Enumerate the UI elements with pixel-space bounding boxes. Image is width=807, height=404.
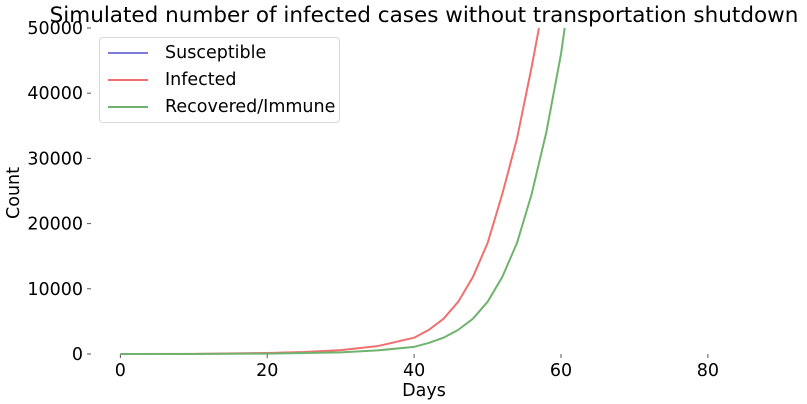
legend-item-susceptible: Susceptible (108, 40, 266, 66)
legend-item-infected: Infected (108, 67, 237, 93)
x-tick-label: 60 (550, 361, 572, 381)
legend-label-recovered: Recovered/Immune (165, 97, 336, 117)
legend-item-recovered: Recovered/Immune (108, 94, 335, 120)
x-axis-ticks: 0 20 40 60 80 (115, 354, 719, 381)
legend-swatch-recovered (108, 106, 148, 108)
x-tick-label: 20 (256, 361, 278, 381)
legend-swatch-susceptible (108, 52, 148, 54)
y-axis-label: Count (4, 167, 24, 219)
y-tick-label: 20000 (27, 215, 83, 235)
legend-label-susceptible: Susceptible (165, 43, 267, 63)
y-tick-label: 30000 (27, 149, 83, 169)
legend-label-infected: Infected (165, 70, 237, 90)
x-tick-label: 0 (115, 361, 126, 381)
chart-title: Simulated number of infected cases witho… (50, 3, 799, 28)
y-tick-label: 10000 (27, 280, 83, 300)
y-tick-label: 0 (72, 345, 83, 365)
x-tick-label: 40 (403, 361, 425, 381)
series-lines (120, 27, 566, 355)
y-tick-label: 40000 (27, 84, 83, 104)
y-tick-label: 50000 (27, 19, 83, 39)
legend-swatch-infected (108, 79, 148, 81)
series-line-recovered-immune (120, 27, 566, 355)
x-tick-label: 80 (697, 361, 719, 381)
x-axis-label: Days (402, 381, 446, 401)
y-axis-ticks: 0 10000 20000 30000 40000 50000 (27, 19, 91, 365)
legend: Susceptible Infected Recovered/Immune (99, 37, 340, 123)
